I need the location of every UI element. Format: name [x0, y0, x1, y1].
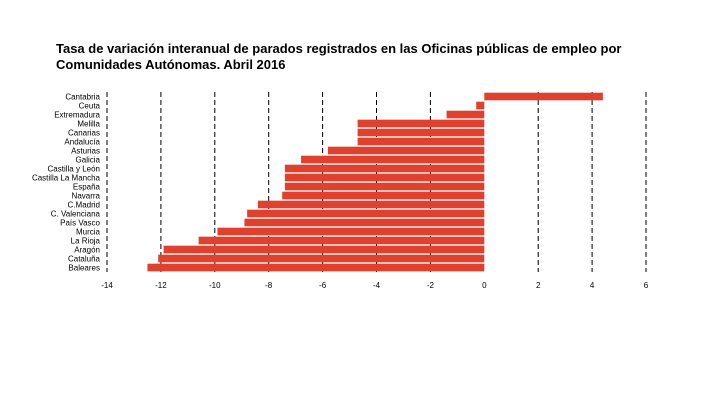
category-label: La Rioja	[71, 237, 101, 246]
category-label: Galicia	[76, 156, 101, 165]
x-tick-label: -12	[155, 281, 167, 290]
x-axis-ticks: -14 -12 -10 -8 -6 -4 -2 0 2 4 6	[101, 281, 649, 290]
category-label: Extremadura	[54, 111, 100, 120]
x-tick-label: -14	[101, 281, 113, 290]
x-tick-label: -4	[373, 281, 381, 290]
bar	[446, 110, 485, 119]
bar	[244, 218, 485, 227]
x-tick-label: 0	[482, 281, 487, 290]
category-label: España	[73, 183, 101, 192]
bar	[284, 164, 485, 173]
bar	[357, 128, 485, 137]
x-tick-label: 6	[644, 281, 649, 290]
category-label: Castilla La Mancha	[32, 174, 101, 183]
x-tick-label: -6	[319, 281, 327, 290]
bar	[357, 119, 485, 128]
x-tick-label: 4	[590, 281, 595, 290]
category-label: Aragón	[74, 246, 100, 255]
category-label: Andalucía	[64, 138, 100, 147]
bar	[163, 245, 485, 254]
category-label: Navarra	[72, 192, 101, 201]
category-label: Cataluña	[68, 255, 101, 264]
category-label: Castilla y León	[48, 165, 100, 174]
category-label: C. Valenciana	[51, 210, 101, 219]
bar	[257, 200, 485, 209]
bar	[282, 191, 485, 200]
bar	[357, 137, 485, 146]
bar	[327, 146, 485, 155]
category-label: Ceuta	[79, 102, 101, 111]
bar	[284, 173, 485, 182]
bar	[158, 254, 485, 263]
category-label: Asturias	[71, 147, 100, 156]
bar	[198, 236, 485, 245]
category-label: Cantabria	[65, 93, 100, 102]
bar	[217, 227, 485, 236]
category-labels: CantabriaCeutaExtremaduraMelillaCanarias…	[32, 93, 101, 273]
x-tick-label: -8	[265, 281, 273, 290]
bar	[284, 182, 485, 191]
x-tick-label: -10	[209, 281, 221, 290]
chart-title-line-1: Tasa de variación interanual de parados …	[56, 41, 622, 56]
chart-title: Tasa de variación interanual de parados …	[56, 41, 656, 73]
bars	[147, 92, 603, 272]
bar	[147, 263, 485, 272]
bar	[476, 101, 485, 110]
category-label: Baleares	[68, 264, 100, 273]
bar	[301, 155, 485, 164]
category-label: Melilla	[77, 120, 100, 129]
bar	[247, 209, 485, 218]
category-label: Canarias	[68, 129, 100, 138]
x-tick-label: 2	[536, 281, 541, 290]
bar	[484, 92, 603, 101]
grid-lines	[106, 92, 647, 272]
category-label: C.Madrid	[68, 201, 100, 210]
category-label: País Vasco	[60, 219, 100, 228]
category-label: Murcia	[76, 228, 101, 237]
x-tick-label: -2	[427, 281, 435, 290]
chart-title-line-2: Comunidades Autónomas. Abril 2016	[56, 57, 286, 72]
